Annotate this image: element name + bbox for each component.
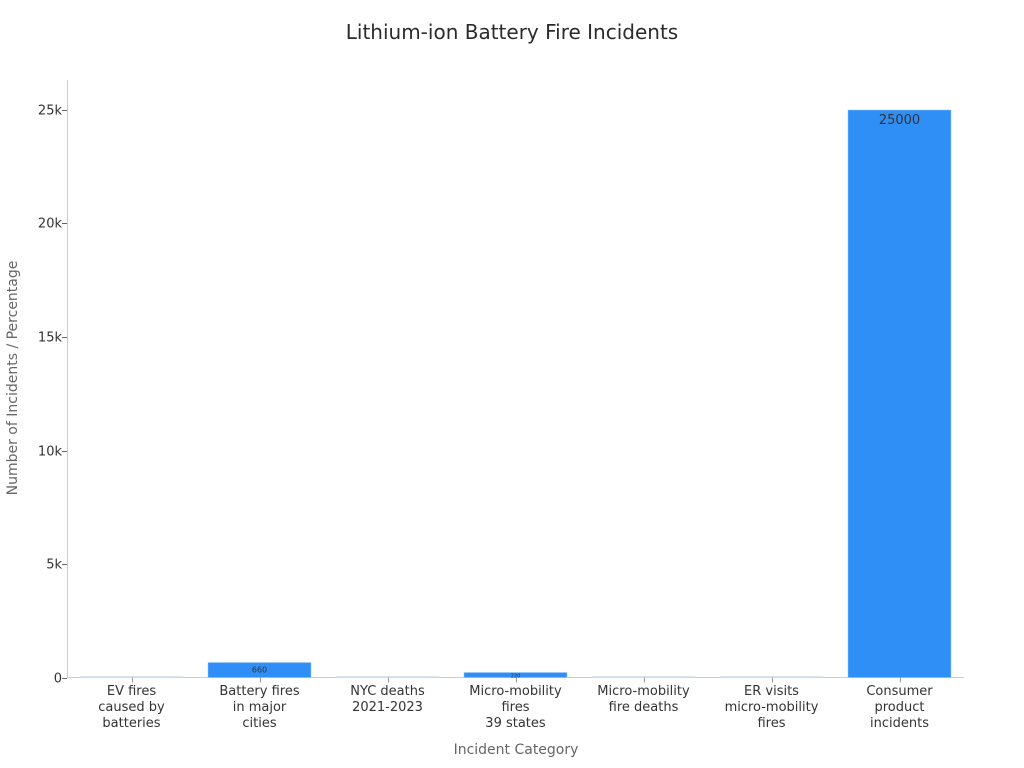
x-category-label-line: EV fires xyxy=(106,684,157,699)
x-category-label-line: in major xyxy=(232,700,287,715)
x-category-label: EV fires caused by batteries xyxy=(67,684,197,732)
x-category-label-line: batteries xyxy=(102,716,161,731)
bar xyxy=(720,676,823,678)
x-category-label-line: caused by xyxy=(98,700,165,715)
x-category-label: Consumer product incidents xyxy=(835,684,965,732)
y-axis-title: Number of Incidents / Percentage xyxy=(5,260,21,496)
bar xyxy=(336,676,439,678)
y-tick-label: 25k xyxy=(37,103,62,118)
x-category-label-line: Consumer xyxy=(866,684,933,699)
x-category-label-line: Micro-mobility xyxy=(597,684,690,699)
x-ticks-group xyxy=(132,677,901,683)
x-category-label-line: fires xyxy=(757,716,786,731)
x-category-label-line: NYC deaths xyxy=(350,684,425,699)
bar-value-label: 660 xyxy=(252,666,267,675)
bar xyxy=(847,109,952,678)
x-category-label-line: product xyxy=(874,700,925,715)
x-category-label: Micro-mobility fires 39 states xyxy=(451,684,581,732)
bar xyxy=(80,676,183,678)
y-tick-label: 20k xyxy=(37,216,62,231)
x-category-label-line: micro-mobility xyxy=(724,700,819,715)
x-category-label-line: ER visits xyxy=(744,684,799,699)
x-category-label-line: incidents xyxy=(870,716,929,731)
y-tick-label: 5k xyxy=(46,557,62,572)
x-category-label-line: fires xyxy=(501,700,530,715)
x-category-label-line: Battery fires xyxy=(219,684,300,699)
x-category-label-line: 39 states xyxy=(485,716,546,731)
bar xyxy=(592,676,695,678)
x-category-label: Micro-mobility fire deaths xyxy=(579,684,709,716)
bar-value-label: 25000 xyxy=(879,113,920,128)
bars-group: 660 220 25000 xyxy=(80,109,952,680)
y-tick-label: 10k xyxy=(37,444,62,459)
y-ticks-group xyxy=(62,110,67,679)
x-category-label-line: Micro-mobility xyxy=(469,684,562,699)
bar xyxy=(463,672,568,678)
x-category-label-line: fire deaths xyxy=(608,700,679,715)
bar-value-label: 220 xyxy=(511,674,521,680)
bar xyxy=(207,662,312,678)
x-category-label: ER visits micro-mobility fires xyxy=(707,684,837,732)
y-tick-label: 0 xyxy=(53,671,62,686)
x-category-label: NYC deaths 2021-2023 xyxy=(323,684,453,716)
x-category-label: Battery fires in major cities xyxy=(195,684,325,732)
chart-title: Lithium-ion Battery Fire Incidents xyxy=(345,20,679,44)
y-tick-label: 15k xyxy=(37,330,62,345)
x-axis-title: Incident Category xyxy=(453,742,579,758)
x-category-label-line: 2021-2023 xyxy=(352,700,423,715)
x-category-label-line: cities xyxy=(242,716,277,731)
